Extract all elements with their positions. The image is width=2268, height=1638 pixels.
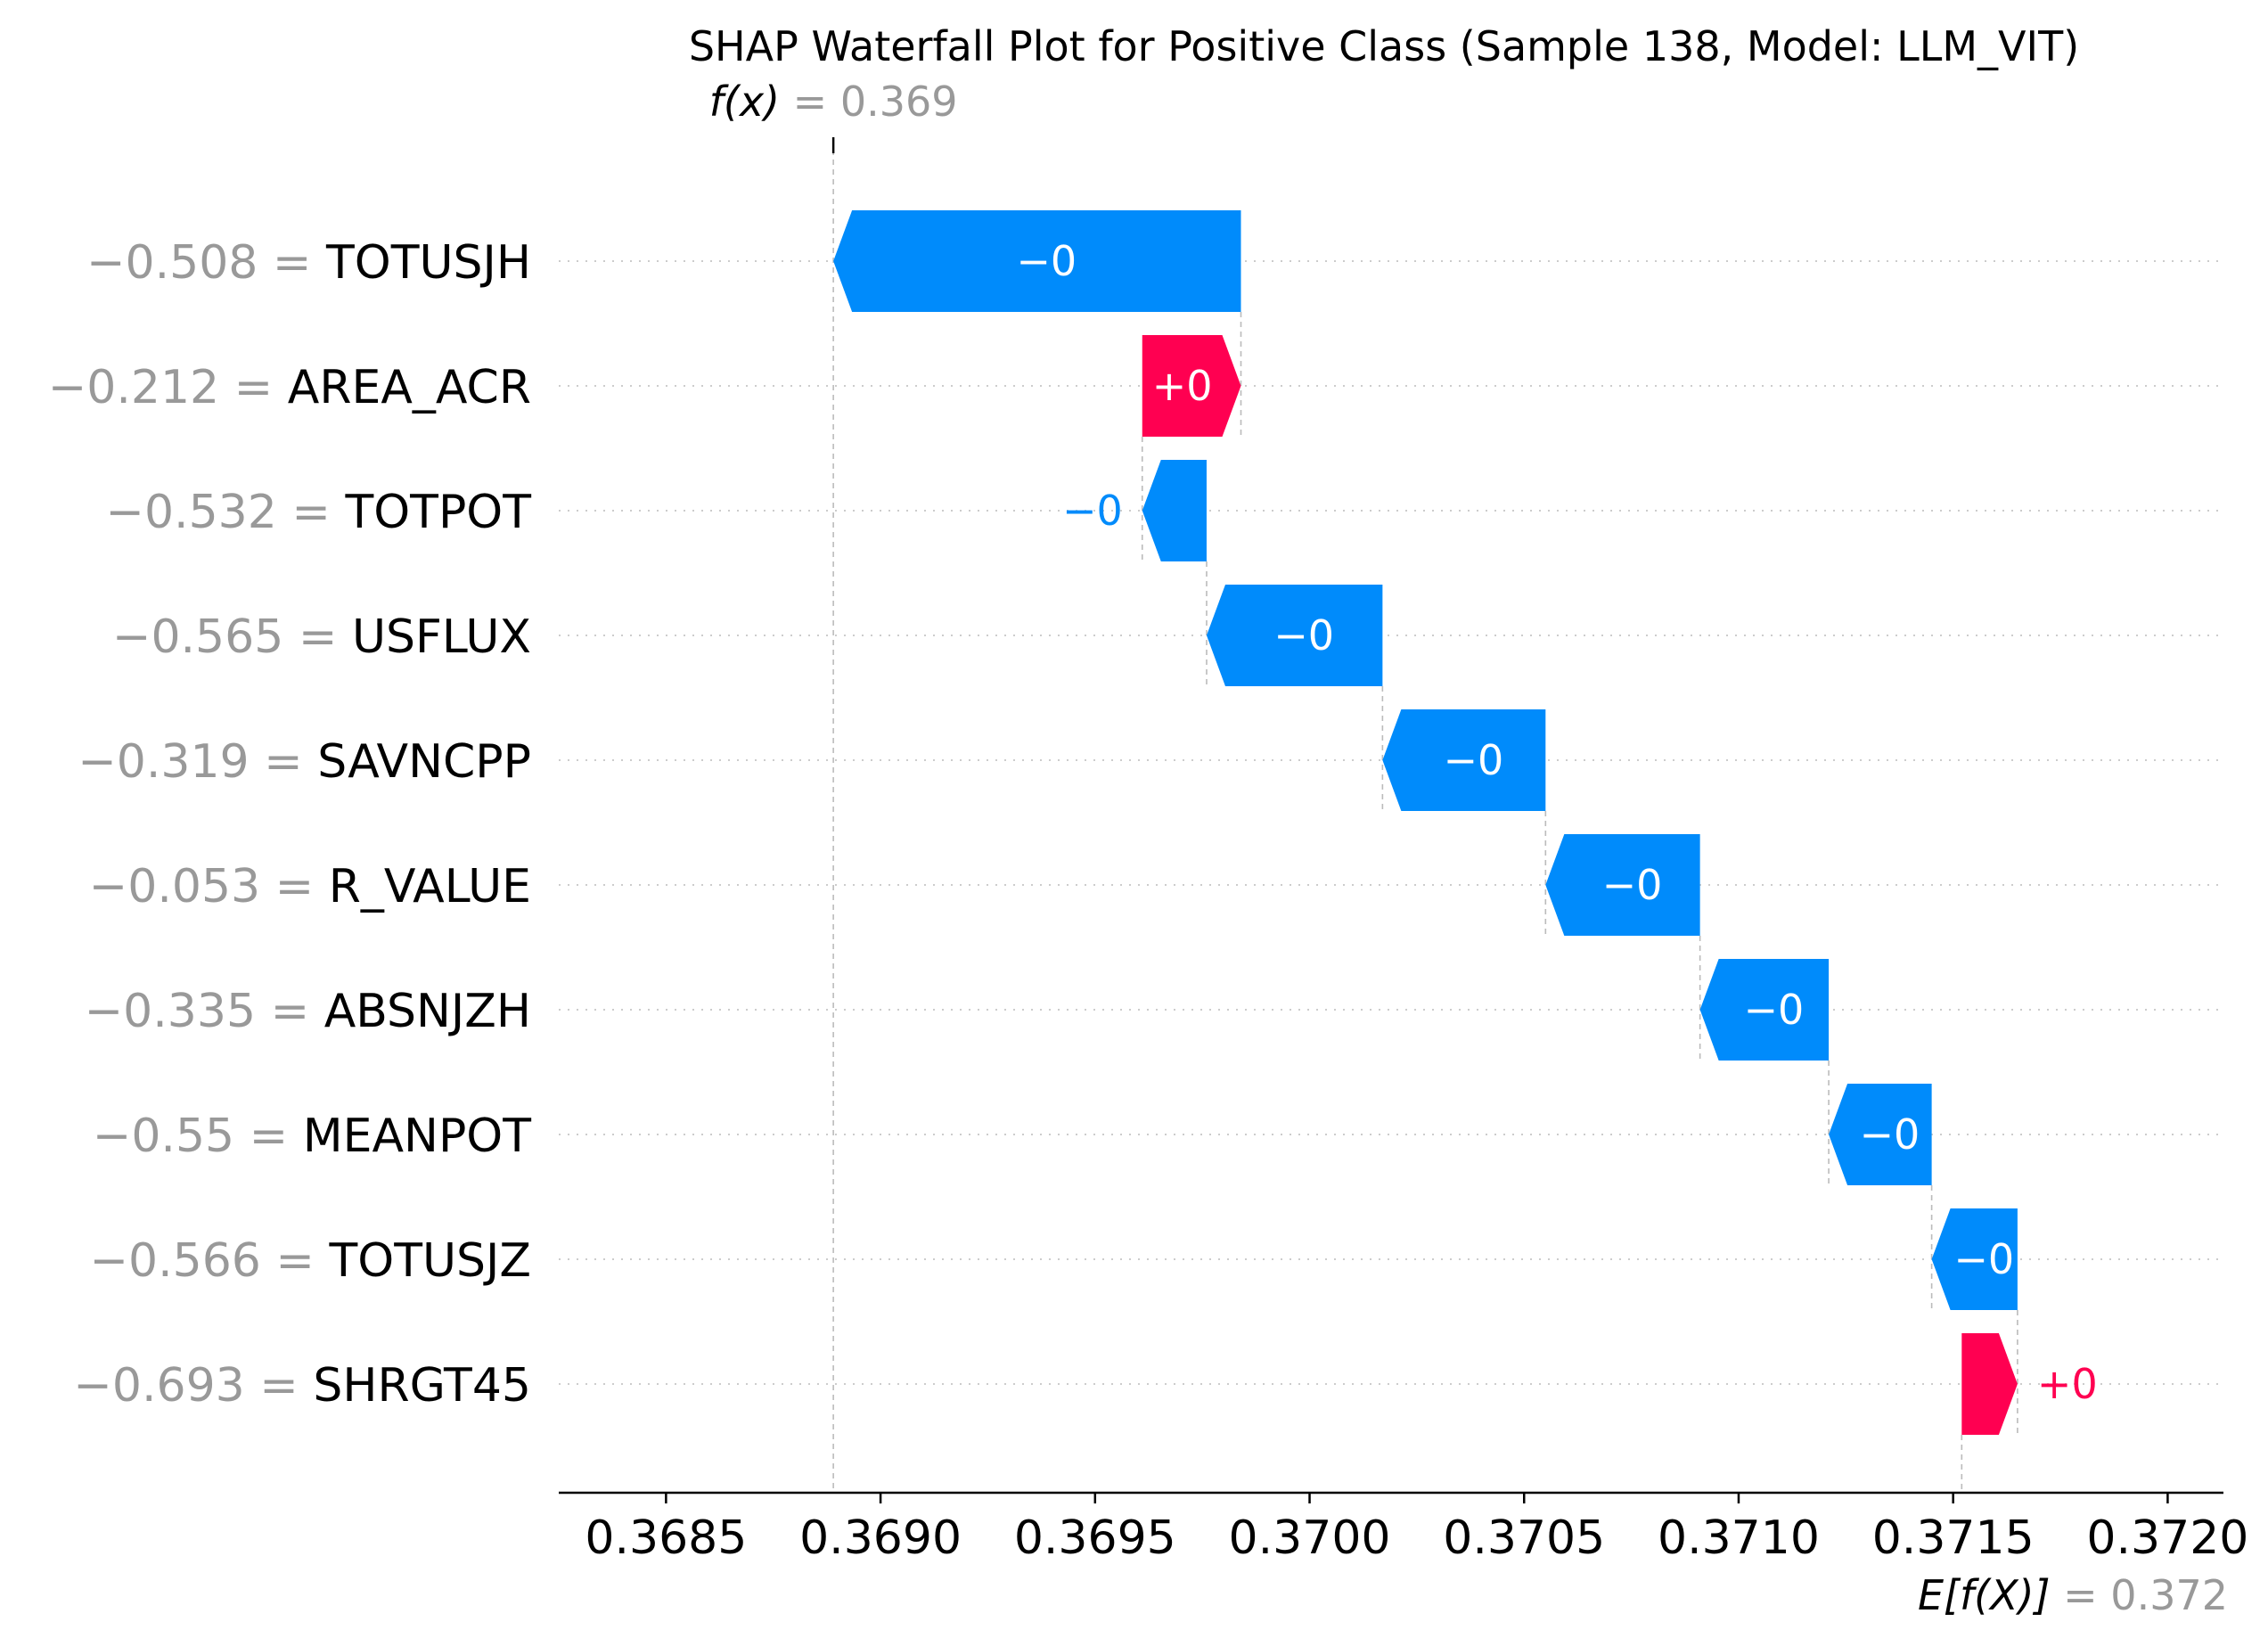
feature-value: −0.319 = [78, 735, 317, 789]
bar-value-label: +0 [1152, 362, 1213, 410]
x-tick-label: 0.3690 [799, 1511, 962, 1565]
x-tick-label: 0.3700 [1229, 1511, 1391, 1565]
feature-label: −0.319 = SAVNCPP [78, 735, 531, 789]
feature-value: −0.508 = [86, 236, 326, 290]
feature-name: R_VALUE [329, 860, 531, 913]
feature-name: MEANPOT [303, 1110, 531, 1163]
bars: −0 +0 −0 −0 −0 −0 −0 −0 −0 +0 [833, 210, 2098, 1435]
waterfall-bar-totpot [1142, 460, 1207, 561]
waterfall-bar-savncpp [1382, 709, 1546, 811]
x-tick-label: 0.3695 [1014, 1511, 1176, 1565]
feature-value: −0.693 = [73, 1359, 313, 1413]
waterfall-bar-r_value [1545, 834, 1700, 936]
feature-value: −0.566 = [89, 1234, 329, 1288]
waterfall-bar-meanpot [1829, 1084, 1932, 1185]
feature-name: USFLUX [352, 610, 531, 664]
bar-value-label: −0 [1273, 611, 1334, 659]
bar-value-label: −0 [1743, 986, 1804, 1034]
guide-lines [831, 137, 2018, 1493]
feature-label: −0.532 = TOTPOT [105, 486, 531, 539]
x-tick-label: 0.3720 [2086, 1511, 2248, 1565]
x-tick-label: 0.3685 [585, 1511, 747, 1565]
feature-name: TOTUSJH [325, 236, 531, 290]
feature-label: −0.693 = SHRGT45 [73, 1359, 531, 1413]
feature-label: −0.508 = TOTUSJH [86, 236, 531, 290]
x-axis: 0.3685 0.3690 0.3695 0.3700 0.3705 0.3710 0.37… [559, 1491, 2248, 1565]
feature-name: TOTUSJZ [329, 1234, 531, 1288]
fx-name: f(x) [709, 78, 793, 126]
feature-value: −0.212 = [48, 361, 288, 414]
feature-name: SHRGT45 [313, 1359, 531, 1413]
bar-value-label: −0 [1859, 1110, 1920, 1159]
feature-value: −0.532 = [105, 486, 345, 539]
waterfall-bar-area_acr [1142, 335, 1241, 437]
fx-value: = 0.369 [793, 78, 958, 126]
feature-name: TOTPOT [344, 486, 531, 539]
fx-annotations: f(x) = 0.369 E[f(X)] = 0.372 [709, 78, 2228, 1619]
bar-value-label: −0 [1953, 1235, 2014, 1283]
efx-label: E[f(X)] = 0.372 [1918, 1571, 2228, 1619]
feature-value: −0.053 = [89, 860, 329, 913]
x-tick-label: 0.3710 [1658, 1511, 1820, 1565]
feature-label: −0.212 = AREA_ACR [48, 361, 531, 414]
feature-name: SAVNCPP [317, 735, 531, 789]
waterfall-bar-shrgt45 [1961, 1333, 2018, 1435]
feature-labels: −0.508 = TOTUSJH −0.212 = AREA_ACR −0.532 … [48, 236, 532, 1413]
feature-name: AREA_ACR [288, 361, 531, 414]
feature-value: −0.565 = [112, 610, 352, 664]
waterfall-bar-usflux [1206, 585, 1383, 686]
bar-value-label: −0 [1443, 736, 1503, 784]
waterfall-bar-absnjzh [1699, 959, 1830, 1061]
feature-value: −0.55 = [93, 1110, 303, 1163]
waterfall-bar-totusjz [1931, 1208, 2018, 1310]
efx-value: = 0.372 [2063, 1571, 2228, 1619]
feature-name: ABSNJZH [324, 985, 531, 1038]
feature-label: −0.335 = ABSNJZH [85, 985, 531, 1038]
bar-value-label: −0 [1602, 861, 1663, 909]
chart-title: SHAP Waterfall Plot for Positive Class (… [689, 22, 2079, 70]
x-tick-label: 0.3715 [1872, 1511, 2035, 1565]
feature-label: −0.565 = USFLUX [112, 610, 531, 664]
bar-value-label: −0 [1062, 487, 1123, 535]
bar-value-label: −0 [1016, 237, 1077, 285]
feature-label: −0.053 = R_VALUE [89, 860, 531, 913]
waterfall-bar-totusjh [833, 210, 1241, 312]
feature-label: −0.55 = MEANPOT [93, 1110, 531, 1163]
feature-value: −0.335 = [85, 985, 324, 1038]
x-tick-label: 0.3705 [1443, 1511, 1605, 1565]
fx-label: f(x) = 0.369 [709, 78, 958, 126]
bar-value-label: +0 [2037, 1360, 2098, 1408]
efx-name: E[f(X)] [1918, 1571, 2063, 1619]
feature-label: −0.566 = TOTUSJZ [89, 1234, 531, 1288]
